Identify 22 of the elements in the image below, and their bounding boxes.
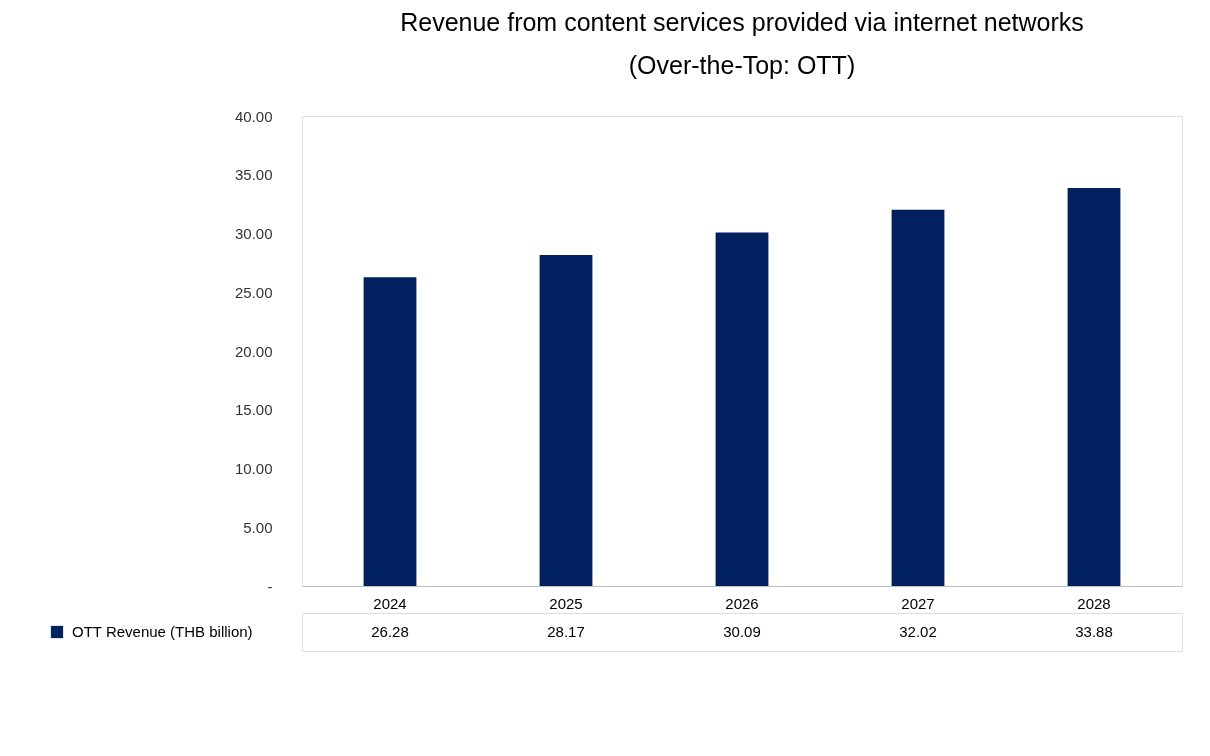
data-label: 26.28 [371, 623, 409, 640]
x-tick-label: 2028 [1077, 594, 1111, 612]
y-tick-label: 30.00 [234, 225, 273, 242]
y-tick-label: 5.00 [243, 518, 273, 536]
data-label: 30.09 [723, 623, 761, 640]
y-tick-label: - [267, 577, 273, 595]
data-label: 32.02 [899, 623, 937, 640]
y-tick-label: 20.00 [234, 342, 273, 360]
legend-label: OTT Revenue (THB billion) [72, 623, 253, 640]
chart-title: Revenue from content services provided via internet networks [400, 8, 1084, 36]
chart-subtitle: (Over-the-Top: OTT) [628, 51, 856, 79]
y-tick-label: 25.00 [234, 283, 273, 301]
data-label: 28.17 [547, 623, 585, 640]
x-tick-label: 2025 [549, 594, 583, 612]
y-tick-label: 15.00 [234, 401, 273, 419]
x-tick-label: 2024 [373, 594, 407, 612]
x-tick-label: 2026 [725, 594, 759, 612]
y-tick-label: 10.00 [234, 460, 273, 477]
data-label: 33.88 [1075, 623, 1113, 640]
x-tick-label: 2027 [901, 594, 935, 612]
y-tick-label: 40.00 [234, 107, 273, 125]
y-tick-label: 35.00 [234, 166, 273, 184]
